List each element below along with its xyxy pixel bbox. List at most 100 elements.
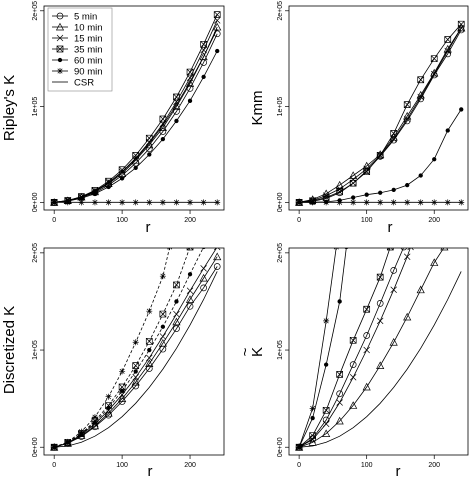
series-group <box>295 248 462 451</box>
series-90-min-point <box>64 199 71 206</box>
x-tick-label: 100 <box>361 217 373 224</box>
series-90-min-line <box>298 248 337 448</box>
series-5-min-point <box>400 248 408 251</box>
series-35-min <box>50 248 194 451</box>
series-90-min-point <box>105 199 112 206</box>
series-5-min-point <box>186 302 194 310</box>
legend-entry-csr: CSR <box>52 78 94 89</box>
series-10-min-point <box>158 339 167 347</box>
series-90-min-point <box>417 199 424 206</box>
series-10-min-point <box>131 377 140 386</box>
legend-entry-90-min-point <box>57 68 63 74</box>
series-10-min-point <box>376 150 385 158</box>
series-10-min-point <box>362 382 371 391</box>
y-tick-label: 2e+05 <box>277 1 284 21</box>
y-axis-label: K <box>249 347 266 357</box>
series-90-min-point <box>444 199 451 206</box>
y-tick-label: 0e+00 <box>32 437 39 457</box>
series-15-min-point <box>173 310 180 318</box>
series-35-min-point <box>186 248 194 251</box>
series-10-min-point <box>185 79 195 87</box>
series-90-min-point <box>159 273 166 280</box>
series-35-min-point <box>200 40 207 48</box>
series-60-min-point <box>147 347 152 353</box>
series-60-min-point <box>391 187 396 193</box>
y-axis-label: Ripley's K <box>1 75 18 141</box>
series-35-min-point <box>430 55 438 63</box>
series-90-min-point <box>146 199 153 206</box>
series-5-min-point <box>417 95 425 103</box>
series-90-min <box>296 199 465 206</box>
chart-panel-ripley: 0 100 200 0e+00 1e+05 2e+05 r Ripley's K 5 min10… <box>1 1 225 236</box>
legend-entry-15-min: 15 min <box>52 34 103 45</box>
legend-entry-10-min: 10 min <box>52 23 103 34</box>
legend-entry-60-min: 60 min <box>52 56 103 67</box>
series-90-min-point <box>404 199 411 206</box>
series-60-min-point <box>324 362 329 367</box>
series-csr-line <box>299 271 462 448</box>
y-tick-label: 1e+05 <box>32 340 39 360</box>
y-tick-label: 2e+05 <box>32 1 39 21</box>
series-60-min-point <box>106 405 111 411</box>
series-10-min-point <box>172 317 181 326</box>
series-15-min-line <box>299 27 462 203</box>
series-10-min-point <box>376 361 385 369</box>
series-60-min-point <box>119 388 125 394</box>
x-tick-label: 100 <box>116 217 128 224</box>
series-90-min-point <box>323 199 330 206</box>
series-15-min-point <box>200 265 207 272</box>
series-15-min-point <box>213 248 221 251</box>
series-35-min-point <box>105 177 112 185</box>
series-60-min-point <box>378 190 383 195</box>
x-tick-label: 100 <box>116 462 128 469</box>
series-90-min-point <box>105 393 112 400</box>
series-60-min <box>296 248 349 450</box>
x-axis-label: r <box>388 219 393 236</box>
series-group <box>50 248 222 451</box>
series-90-min-point <box>336 199 343 206</box>
series-5-min-point <box>322 416 330 424</box>
series-10-min-point <box>335 416 344 425</box>
series-10-min-point <box>349 401 358 409</box>
series-60-min-point <box>133 165 138 171</box>
chart-panel-ktilde: 0 100 200 0e+00 1e+05 2e+05 r K~ <box>237 243 469 480</box>
series-15-min-point <box>146 354 153 362</box>
series-60-min-point <box>337 299 342 304</box>
series-90-min-point <box>296 199 303 206</box>
series-60-min-point <box>187 98 193 103</box>
series-60-min-point <box>119 176 125 181</box>
legend-entry-60-min-point <box>57 57 63 63</box>
series-10-min-point <box>440 248 449 251</box>
series-10-min-line <box>54 256 218 448</box>
series-90-min-point <box>333 248 339 251</box>
series-60-min-point <box>174 299 179 304</box>
series-35-min-point <box>390 130 398 137</box>
series-60-min-point <box>201 74 206 80</box>
series-35-min-point <box>376 152 384 159</box>
series-35-min-point <box>363 168 371 176</box>
series-90-min-point <box>159 199 166 206</box>
series-60-min <box>52 248 206 450</box>
legend-entry-90-min: 90 min <box>52 67 103 78</box>
series-35-min-line <box>298 248 391 448</box>
series-csr-line <box>54 28 218 203</box>
series-35-min-point <box>363 305 371 313</box>
series-35-min-point <box>118 383 126 391</box>
series-90-min-point <box>146 308 153 315</box>
series-90-min-point <box>323 317 330 324</box>
series-90-min-point <box>91 414 98 421</box>
series-10-min-point <box>322 429 331 437</box>
series-group <box>295 20 466 206</box>
series-10-min-point <box>199 273 208 282</box>
series-90-min-line <box>54 248 170 448</box>
series-10-min-point <box>430 258 439 266</box>
series-15-min-point <box>403 115 411 123</box>
series-60-min-line <box>54 248 204 448</box>
series-35-min-point <box>457 20 465 28</box>
series-35-min-point <box>173 281 180 289</box>
plot-frame <box>288 247 469 456</box>
series-5-min-point <box>200 284 207 292</box>
x-tick-label: 0 <box>297 462 301 469</box>
series-5-min-point <box>213 263 221 270</box>
x-tick-label: 200 <box>428 462 440 469</box>
